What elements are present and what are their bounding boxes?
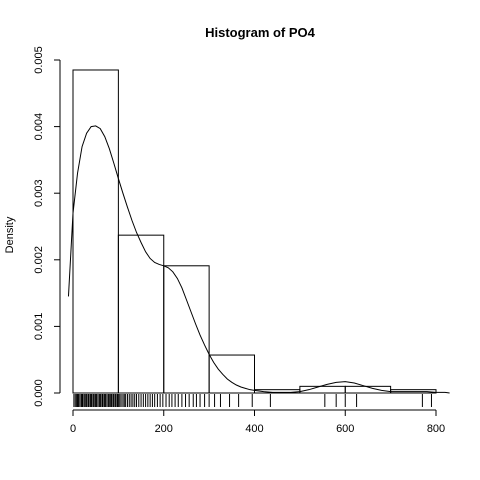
y-tick-label: 0.000 [33,379,45,407]
histogram-bar-3 [208,354,255,394]
histogram-bar-1 [117,234,165,394]
y-tick-label: 0.002 [33,246,45,274]
y-tick-label: 0.005 [33,46,45,74]
x-tick-label: 400 [245,423,263,435]
x-tick-label: 600 [336,423,354,435]
density-curve [67,125,450,394]
y-tick-label: 0.004 [33,113,45,141]
y-axis-label: Density [4,216,16,253]
x-axis: 0 200 400 600 800 [70,409,445,435]
y-tick-label: 0.001 [33,313,45,341]
chart-title: Histogram of PO4 [205,25,316,40]
y-tick-label: 0.003 [33,179,45,207]
rug-marks [73,394,432,407]
histogram-bars [72,69,437,394]
histogram-bar-0 [72,69,119,394]
x-tick-label: 800 [427,423,445,435]
y-axis: 0.000 0.001 0.002 0.003 0.004 0.005 [33,46,61,407]
x-tick-label: 0 [70,423,76,435]
x-tick-label: 200 [155,423,173,435]
histogram-bar-2 [163,265,210,394]
